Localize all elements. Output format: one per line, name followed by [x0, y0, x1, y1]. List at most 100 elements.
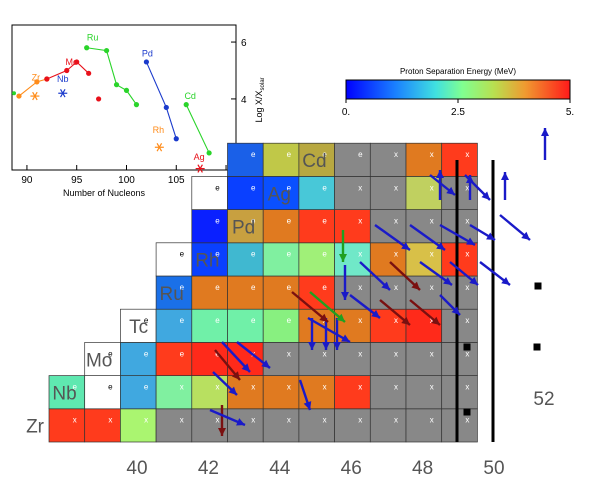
nuclide-cell: [405, 375, 443, 410]
cell-marker: e: [251, 183, 256, 192]
arrow-head: [481, 191, 490, 200]
nuclide-cell: [120, 342, 157, 376]
flow-arrow: [409, 224, 446, 251]
cell-marker: x: [394, 217, 398, 226]
cell-marker: x: [465, 183, 469, 192]
cell-marker: x: [287, 383, 291, 392]
cell-marker: x: [430, 383, 434, 392]
cell-marker: x: [216, 383, 220, 392]
cell-marker: x: [358, 383, 362, 392]
data-point: [183, 102, 189, 108]
nuclide-cell: [441, 142, 478, 177]
arrow-head: [236, 418, 245, 426]
cell-marker: e: [215, 250, 220, 259]
cell-marker: e: [287, 183, 292, 192]
nuclide-cell: [334, 242, 371, 277]
y-tick-label: 4: [241, 95, 247, 106]
nuclide-cell: [334, 209, 371, 244]
nuclide-cell: [298, 242, 335, 277]
cell-marker: e: [251, 150, 256, 159]
arrow-head: [411, 281, 420, 290]
arrow-head: [341, 334, 350, 342]
cell-marker: x: [430, 416, 434, 425]
data-point: [163, 104, 169, 111]
flow-arrow: [359, 261, 391, 291]
arrow-head: [451, 306, 460, 315]
y-axis-label-text: Log X/X: [254, 90, 264, 122]
nuclide-cell: [334, 408, 371, 443]
nuclide-cell: [298, 209, 335, 244]
x-axis-label: Number of Nucleons: [63, 188, 146, 198]
cell-marker: e: [251, 283, 256, 292]
cell-marker: x: [358, 217, 362, 226]
cell-marker: e: [322, 183, 327, 192]
cell-marker: x: [358, 416, 362, 425]
arrow-head: [319, 313, 328, 322]
nuclide-cell: [227, 142, 264, 177]
arrow-head: [333, 342, 341, 350]
data-point: [86, 70, 92, 76]
cell-marker: e: [358, 150, 363, 159]
cell-marker: e: [72, 383, 77, 392]
nuclide-cell: [262, 142, 300, 177]
star-marker-zr: [30, 91, 40, 101]
cell-marker: x: [358, 183, 362, 192]
nuclide-cell: [191, 176, 228, 210]
data-point: [143, 59, 149, 65]
cell-marker: e: [287, 150, 292, 159]
cell-marker: e: [215, 316, 220, 325]
cell-marker: x: [465, 383, 469, 392]
flow-arrow: [499, 214, 531, 241]
arrow-head: [443, 277, 452, 285]
nuclide-cell: [405, 242, 443, 277]
arrow-head: [501, 172, 509, 180]
flow-arrow: [308, 318, 316, 350]
nuclide-cell: [155, 408, 193, 443]
cell-marker: e: [251, 217, 256, 226]
flow-arrow: [339, 230, 347, 262]
nuclide-cell: [405, 142, 443, 177]
x-tick-label: 90: [21, 175, 33, 186]
arrow-head: [446, 186, 455, 195]
nuclide-cell: [334, 375, 371, 410]
cell-marker: x: [251, 416, 255, 425]
flow-arrow: [307, 316, 351, 344]
nuclide-cell: [441, 408, 478, 443]
cell-marker: x: [465, 349, 469, 358]
nuclide-cell: [369, 375, 407, 410]
x-tick-label: 100: [118, 175, 135, 186]
arrow-head: [469, 276, 478, 285]
flow-arrow: [439, 223, 476, 247]
arrow-head: [339, 254, 347, 262]
cell-marker: x: [430, 183, 434, 192]
arrow-head: [401, 316, 410, 325]
nuclide-cell: [120, 408, 157, 443]
arrow-shaft: [307, 316, 351, 344]
flow-arrow: [436, 170, 444, 200]
arrow-head: [341, 292, 349, 300]
data-point: [44, 76, 50, 82]
series-line: [185, 104, 210, 154]
data-point: [74, 59, 80, 65]
arrow-head: [218, 428, 226, 436]
element-label-tc: Tc: [129, 317, 148, 338]
flow-arrow: [209, 408, 246, 427]
cell-marker: x: [251, 383, 255, 392]
nuclide-cell: [441, 342, 478, 376]
arrow-head: [336, 313, 345, 322]
nuclide-cell: [369, 142, 407, 177]
cell-marker: e: [180, 250, 185, 259]
series-pd: Pd: [142, 48, 179, 142]
flow-arrow: [541, 128, 549, 160]
flow-arrow: [309, 291, 346, 323]
data-point: [133, 102, 140, 108]
element-label-nb: Nb: [52, 384, 76, 405]
nuclide-cell: [334, 142, 371, 177]
star-marker-ag: [195, 164, 205, 173]
element-label-cd: Cd: [302, 151, 326, 172]
nuclide-cell: [369, 176, 407, 210]
cell-marker: e: [251, 250, 256, 259]
flow-arrow: [479, 261, 511, 286]
cell-marker: e: [108, 383, 113, 392]
